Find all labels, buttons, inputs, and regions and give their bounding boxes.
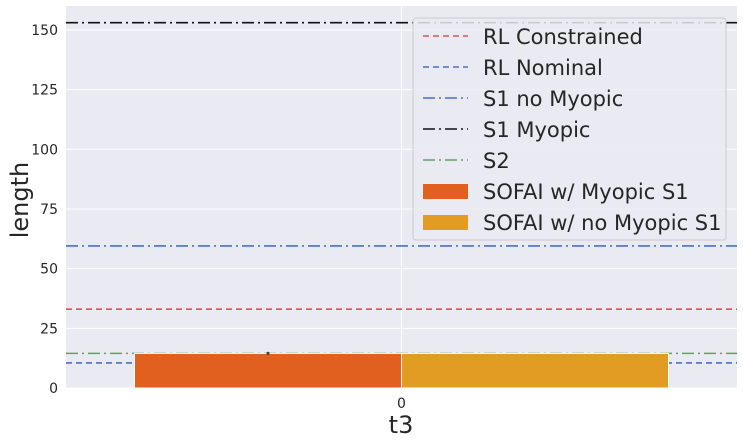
- error-marker: [266, 351, 270, 355]
- legend-label: RL Nominal: [483, 56, 603, 80]
- legend-label: SOFAI w/ no Myopic S1: [483, 211, 721, 235]
- legend-label: SOFAI w/ Myopic S1: [483, 180, 689, 204]
- legend: RL Constrained RL Nominal S1 no Myopic S1 M…: [412, 17, 727, 241]
- legend-label: RL Constrained: [483, 25, 643, 49]
- y-tick-label: 25: [40, 321, 58, 337]
- legend-swatch: [423, 184, 468, 199]
- y-tick-label: 75: [40, 202, 58, 218]
- legend-label: S1 no Myopic: [483, 87, 623, 111]
- y-tick-label: 50: [40, 262, 58, 278]
- legend-box: [412, 17, 727, 241]
- y-tick-label: 100: [31, 142, 58, 158]
- bar: [401, 352, 669, 389]
- y-ticks: 0 25 50 75 100 125 150: [31, 23, 58, 397]
- y-tick-label: 0: [49, 381, 58, 397]
- bars: [134, 351, 669, 389]
- y-tick-label: 150: [31, 23, 58, 39]
- bar: [134, 352, 402, 389]
- legend-label: S1 Myopic: [483, 118, 590, 142]
- y-axis-label: length: [6, 162, 34, 239]
- x-tick-label: 0: [397, 396, 406, 412]
- x-axis-label: t3: [389, 411, 414, 439]
- y-tick-label: 125: [31, 83, 58, 99]
- legend-swatch: [423, 215, 468, 230]
- legend-label: S2: [483, 149, 510, 173]
- x-ticks: 0: [397, 396, 406, 412]
